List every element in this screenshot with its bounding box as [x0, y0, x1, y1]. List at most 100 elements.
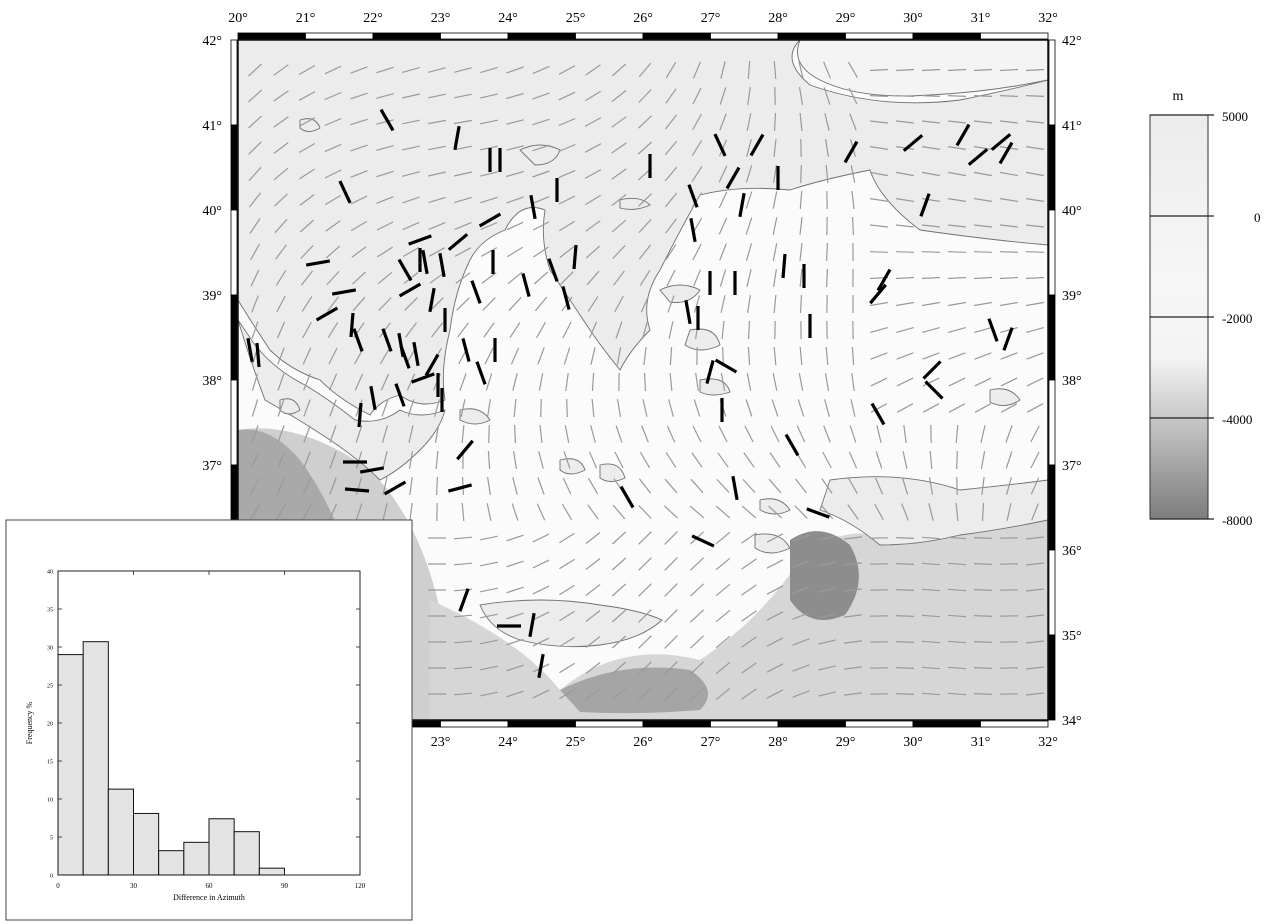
model-azimuth-bar [792, 664, 810, 672]
model-azimuth-bar [584, 143, 602, 153]
model-azimuth-bar [480, 587, 498, 593]
histogram-bar [158, 850, 185, 876]
model-azimuth-bar [874, 477, 884, 495]
model-azimuth-bar [616, 399, 622, 417]
histogram-inset: 0 30 60 90 120 0 5 10 15 20 25 30 35 40 Difference i… [5, 519, 413, 921]
model-azimuth-bar [638, 89, 652, 103]
model-azimuth-bar [666, 269, 676, 287]
model-azimuth-bar [773, 112, 777, 132]
y-tick-label: 40 [47, 570, 53, 576]
model-azimuth-bar [506, 92, 524, 100]
model-azimuth-bar [693, 399, 701, 417]
model-azimuth-bar [250, 451, 260, 469]
model-azimuth-bar [718, 165, 728, 183]
observed-azimuth-bar [438, 252, 446, 278]
model-azimuth-bar [1005, 425, 1013, 443]
model-azimuth-bar [849, 113, 857, 131]
model-azimuth-bar [532, 196, 550, 204]
model-azimuth-bar [562, 477, 572, 495]
model-azimuth-bar [719, 87, 727, 105]
model-azimuth-bar [844, 640, 862, 644]
model-azimuth-bar [664, 140, 678, 156]
model-azimuth-bar [869, 251, 889, 253]
model-azimuth-bar [974, 352, 992, 360]
model-azimuth-bar [559, 246, 575, 258]
frame-segment [642, 720, 711, 728]
model-azimuth-bar [537, 477, 545, 495]
model-azimuth-bar [895, 589, 915, 591]
model-azimuth-bar [431, 322, 443, 338]
model-azimuth-bar [376, 119, 394, 125]
model-azimuth-bar [980, 450, 986, 470]
y-tick-label: 10 [47, 798, 53, 804]
frame-segment [1048, 634, 1056, 721]
observed-azimuth-bar [529, 194, 537, 220]
frame-segment [1048, 294, 1056, 381]
model-azimuth-bar [355, 477, 363, 495]
lon-label: 29° [836, 735, 856, 750]
model-azimuth-bar [350, 118, 368, 126]
model-azimuth-bar [690, 478, 704, 494]
model-azimuth-bar [921, 614, 941, 618]
model-azimuth-bar [324, 143, 342, 153]
model-azimuth-bar [824, 113, 830, 131]
model-azimuth-bar [999, 171, 1019, 177]
model-azimuth-bar [820, 504, 834, 520]
model-azimuth-bar [506, 221, 524, 231]
model-azimuth-bar [741, 532, 757, 544]
model-azimuth-bar [818, 613, 836, 619]
model-azimuth-bar [535, 321, 547, 339]
model-azimuth-bar [770, 425, 780, 443]
observed-azimuth-bar [357, 402, 363, 428]
y-tick-label: 0 [50, 874, 53, 880]
model-azimuth-bar [480, 691, 498, 697]
model-azimuth-bar [799, 112, 803, 132]
model-azimuth-bar [585, 532, 601, 544]
observed-azimuth-bar [725, 166, 741, 190]
model-azimuth-bar [948, 403, 966, 413]
model-azimuth-bar [506, 145, 524, 151]
lon-label: 23° [431, 11, 451, 26]
observed-azimuth-bar [705, 359, 715, 385]
model-azimuth-bar [870, 377, 888, 387]
model-azimuth-bar [741, 688, 757, 700]
model-azimuth-bar [973, 537, 993, 539]
model-azimuth-bar [566, 398, 568, 418]
model-azimuth-bar [639, 478, 651, 494]
model-azimuth-bar [947, 588, 967, 592]
model-azimuth-bar [459, 373, 467, 391]
observed-azimuth-bar [305, 259, 331, 267]
model-azimuth-bar [532, 221, 550, 231]
model-azimuth-bar [643, 347, 647, 365]
model-azimuth-bar [273, 116, 289, 128]
model-azimuth-bar [973, 667, 993, 669]
observed-azimuth-bar [876, 268, 892, 292]
model-azimuth-bar [922, 146, 940, 150]
observed-azimuth-bar [349, 312, 355, 338]
model-azimuth-bar [922, 327, 940, 333]
model-azimuth-bar [480, 561, 498, 567]
observed-azimuth-bar [781, 253, 787, 279]
model-azimuth-bar [454, 145, 472, 151]
model-azimuth-bar [539, 425, 543, 443]
model-azimuth-bar [325, 220, 341, 232]
model-azimuth-bar [434, 399, 440, 417]
model-azimuth-bar [822, 451, 832, 469]
model-azimuth-bar [611, 609, 627, 623]
model-azimuth-bar [480, 639, 498, 645]
model-azimuth-bar [746, 113, 752, 131]
model-azimuth-bar [870, 146, 888, 150]
lon-label: 23° [431, 735, 451, 750]
model-azimuth-bar [273, 90, 289, 102]
model-azimuth-bar [799, 346, 803, 366]
model-azimuth-bar [689, 609, 705, 623]
colorbar-tick: -4000 [1222, 412, 1252, 427]
observed-azimuth-bar [398, 282, 422, 298]
observed-azimuth-bar [870, 402, 886, 426]
model-azimuth-bar [980, 425, 986, 443]
model-azimuth-bar [1030, 451, 1040, 469]
model-azimuth-bar [585, 584, 601, 596]
model-azimuth-bar [454, 93, 472, 99]
observed-azimuth-bar [447, 233, 469, 251]
model-azimuth-bar [512, 373, 518, 391]
